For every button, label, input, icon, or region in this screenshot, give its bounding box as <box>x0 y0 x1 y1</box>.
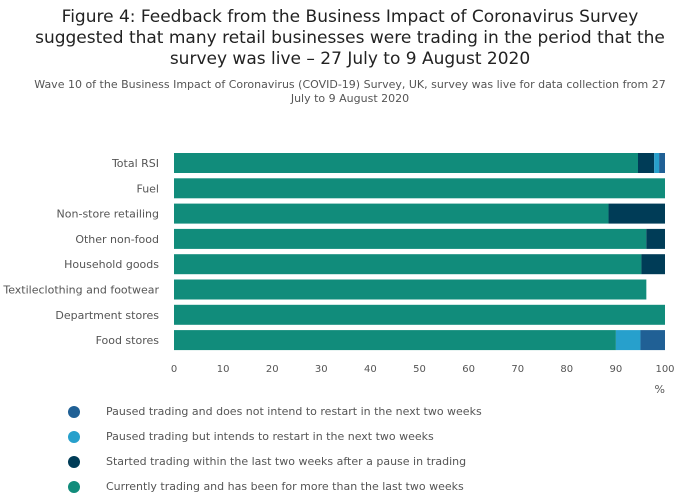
chart-title: Figure 4: Feedback from the Business Imp… <box>0 7 700 70</box>
bar-segment <box>640 330 665 351</box>
chart-title-line: suggested that many retail businesses we… <box>35 28 665 48</box>
x-tick-label: 100 <box>655 364 674 375</box>
legend-label: Started trading within the last two week… <box>106 455 467 468</box>
bar-segment <box>646 228 665 249</box>
x-tick-label: 90 <box>610 364 623 375</box>
chart-subtitle-line: July to 9 August 2020 <box>290 92 410 105</box>
legend-swatch-icon <box>68 456 80 468</box>
x-tick-label: 50 <box>413 364 426 375</box>
chart-subtitle-line: Wave 10 of the Business Impact of Corona… <box>34 78 666 91</box>
bar-segment <box>659 153 665 173</box>
x-tick-label: 20 <box>266 364 279 375</box>
legend-item[interactable]: Started trading within the last two week… <box>68 454 668 470</box>
x-tick-label: 80 <box>560 364 573 375</box>
bar-segment <box>174 330 616 351</box>
legend-item[interactable]: Currently trading and has been for more … <box>68 479 668 495</box>
x-tick-label: 60 <box>462 364 475 375</box>
legend-swatch-icon <box>68 406 80 418</box>
x-tick-label: 70 <box>511 364 524 375</box>
legend-label: Paused trading but intends to restart in… <box>106 430 434 443</box>
x-tick-label: 30 <box>315 364 328 375</box>
legend-label: Paused trading and does not intend to re… <box>106 405 482 418</box>
category-label: Department stores <box>55 309 159 322</box>
category-label: Other non-food <box>75 233 159 246</box>
bar-segment <box>641 254 665 275</box>
chart-title-line: Figure 4: Feedback from the Business Imp… <box>61 7 639 27</box>
category-label: Food stores <box>96 334 160 347</box>
category-label: Fuel <box>136 182 159 195</box>
legend-swatch-icon <box>68 481 80 493</box>
bar-segment <box>608 203 665 224</box>
category-label: Household goods <box>64 258 159 271</box>
bar-segment <box>174 153 638 173</box>
x-tick-label: 40 <box>364 364 377 375</box>
category-label: Total RSI <box>111 157 159 170</box>
bar-segment <box>174 178 665 199</box>
category-label: Textileclothing and footwear <box>2 284 159 297</box>
legend-swatch-icon <box>68 431 80 443</box>
bar-segment <box>174 304 665 325</box>
stacked-bar-chart: Total RSI Fuel Non-store retailing Other no… <box>2 153 675 396</box>
bar-segment <box>174 279 647 300</box>
bar-segment <box>615 330 641 351</box>
bar-segment <box>174 254 642 275</box>
bar-segment <box>637 153 655 173</box>
legend-item[interactable]: Paused trading but intends to restart in… <box>68 429 668 445</box>
chart-subtitle: Wave 10 of the Business Impact of Corona… <box>28 78 672 106</box>
chart-title-line: survey was live – 27 July to 9 August 20… <box>169 49 531 69</box>
x-tick-label: 10 <box>217 364 230 375</box>
legend-item[interactable]: Paused trading and does not intend to re… <box>68 404 668 420</box>
bar-segment <box>174 228 647 249</box>
x-tick-label: 0 <box>171 364 177 375</box>
legend-label: Currently trading and has been for more … <box>106 480 464 493</box>
x-axis-label: % <box>655 383 665 396</box>
bar-segment <box>654 153 660 173</box>
bar-segment <box>174 203 609 224</box>
category-label: Non-store retailing <box>57 208 159 221</box>
